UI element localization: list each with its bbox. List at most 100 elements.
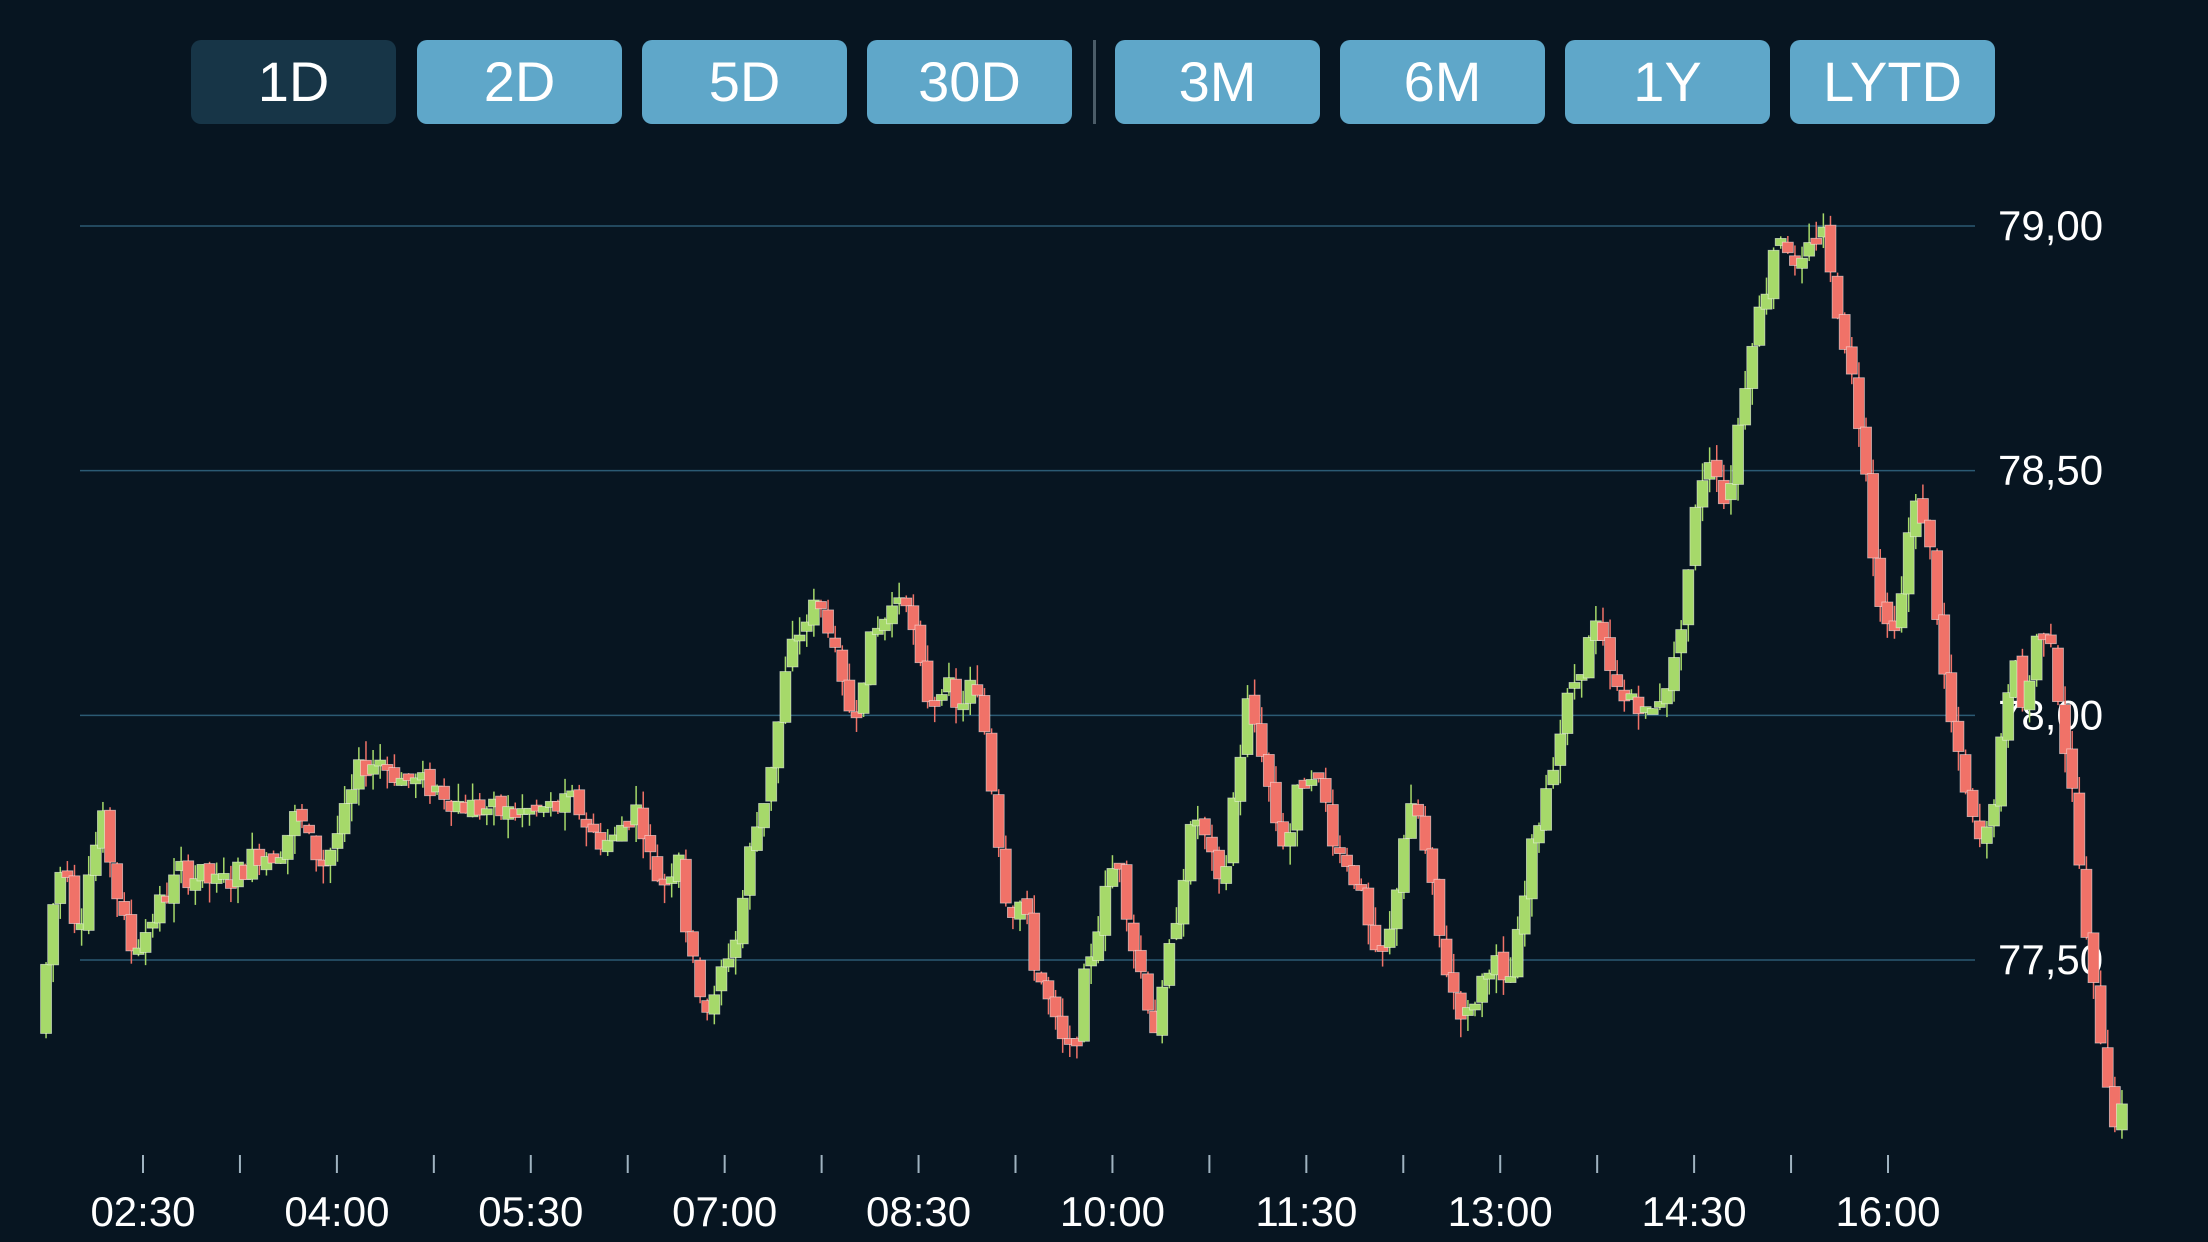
candle-up [871,627,884,635]
x-tick-label: 07:00 [672,1188,777,1235]
range-button-2d[interactable]: 2D [417,40,622,124]
candle-up [1732,424,1744,485]
candle-up [1227,797,1240,864]
candle-up [1398,838,1410,893]
candle-up [779,671,792,723]
candle-up [1895,593,1908,629]
candle-down [1831,275,1844,319]
candle-up [1803,242,1816,257]
candle-down [1021,898,1034,915]
candle-up [1646,708,1659,715]
candle-down [2101,1047,2114,1088]
candle-down [914,624,927,664]
candle-down [2080,868,2093,938]
candle-up [1184,823,1197,882]
candle-down [1810,237,1823,245]
candle-down [1127,922,1140,952]
candle-down [999,848,1012,904]
candle-up [480,808,493,816]
candle-down [424,768,436,797]
candle-up [935,694,948,701]
candle-down [843,679,856,712]
x-tick-label: 05:30 [478,1188,583,1235]
candle-up [1085,956,1098,967]
range-button-3m[interactable]: 3M [1115,40,1320,124]
range-button-5d[interactable]: 5D [642,40,847,124]
candle-down [1454,992,1467,1020]
candle-down [1376,945,1389,952]
candle-up [1234,756,1247,802]
candle-down [1945,672,1958,723]
candle-down [815,601,827,610]
candle-up [1661,688,1673,705]
range-button-30d[interactable]: 30D [867,40,1072,124]
candle-up [765,766,778,802]
candle-up [1099,885,1112,936]
candle-down [651,856,664,882]
candle-down [992,794,1005,848]
candle-down [1035,972,1048,983]
y-tick-label: 77,50 [1998,936,2103,983]
candle-down [1028,912,1041,971]
candle-down [1597,621,1609,641]
candle-up [1988,803,2000,827]
candle-down [1433,878,1446,936]
candle-down [1355,884,1368,891]
candle-up [139,932,152,953]
candle-down [1319,777,1332,803]
candle-down [104,809,116,863]
candle-down [296,808,308,822]
candle-up [708,994,721,1015]
candle-down [822,609,834,634]
candle-down [1270,781,1282,824]
candle-down [1056,1015,1069,1040]
candle-down [644,834,657,853]
candle-up [879,618,891,632]
x-tick-label: 02:30 [90,1188,195,1235]
candle-up [217,872,230,880]
x-tick-label: 13:00 [1448,1188,1553,1235]
candle-down [1845,346,1858,375]
candle-up [793,634,806,642]
candle-up [168,874,180,904]
range-button-1y[interactable]: 1Y [1565,40,1770,124]
candle-down [1042,980,1055,1000]
candle-down [1867,473,1880,559]
candle-up [1568,682,1581,689]
range-button-6m[interactable]: 6M [1340,40,1545,124]
range-button-lytd[interactable]: LYTD [1790,40,1995,124]
candle-up [807,599,820,626]
candle-up [957,703,970,711]
candle-down [495,795,507,817]
candle-up [1511,928,1524,978]
candle-down [1134,949,1147,973]
candle-down [1262,754,1275,787]
candle-up [146,921,159,929]
candle-down [971,684,984,696]
candle-up [1796,257,1808,269]
candle-up [1241,698,1254,755]
candle-up [1653,701,1666,708]
range-button-1d[interactable]: 1D [191,40,396,124]
candle-down [438,785,451,800]
candle-down [1198,818,1211,836]
candle-down [61,870,74,878]
candle-up [736,897,749,945]
candle-down [694,959,707,998]
candle-down [587,823,600,833]
candle-down [1142,973,1154,1011]
candle-up [1689,506,1702,567]
candle-up [751,826,763,851]
candle-up [886,605,898,625]
candle-down [985,732,998,792]
candle-down [1070,1038,1083,1047]
candle-down [2094,985,2107,1044]
candle-down [1966,789,1979,818]
candle-down [1959,754,1972,793]
candle-down [978,695,991,733]
candle-up [722,958,735,968]
candle-up [281,834,294,860]
candle-down [2087,932,2100,984]
candle-up [772,721,785,769]
